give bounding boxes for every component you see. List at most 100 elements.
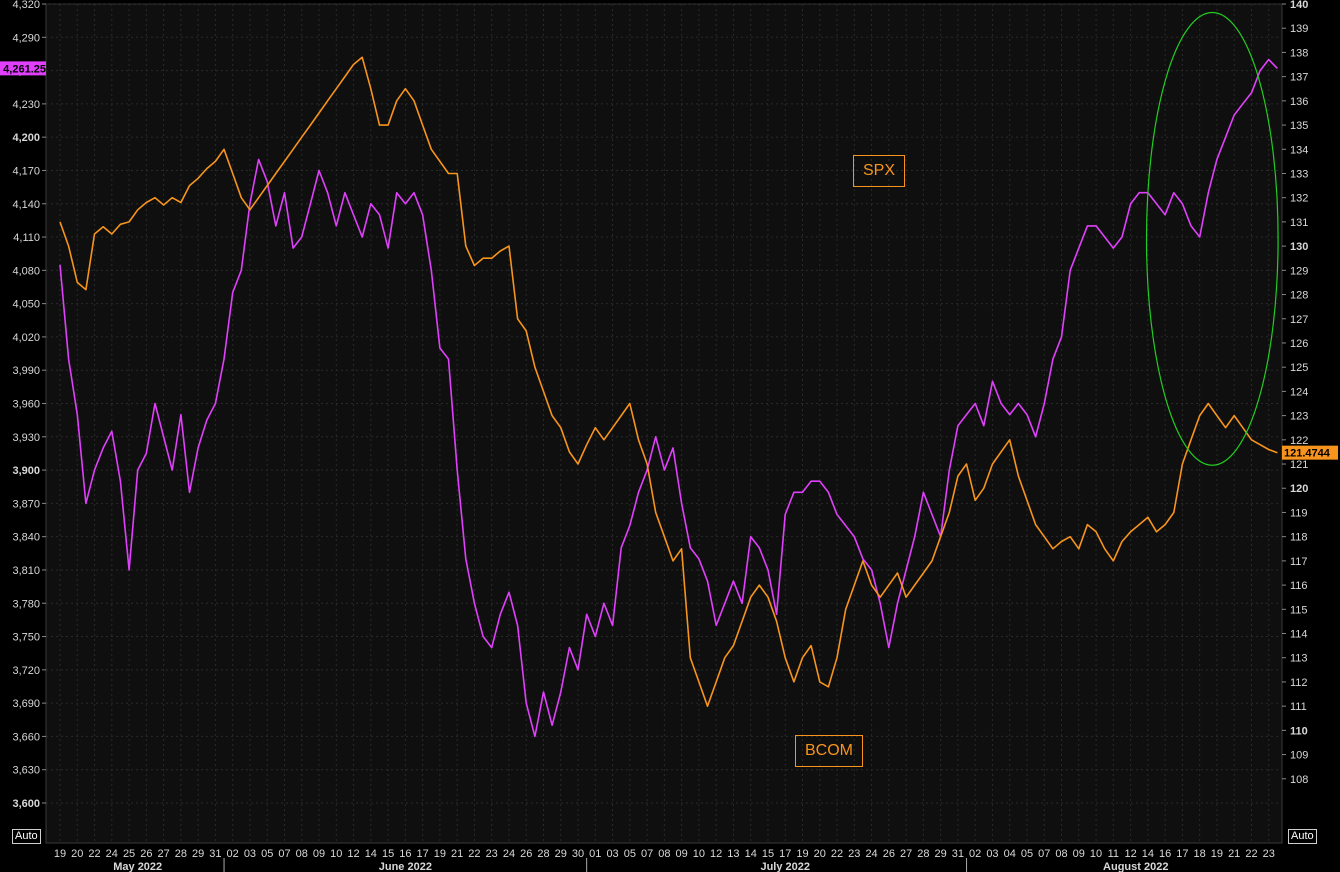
x-axis-day-label: 07: [1038, 848, 1050, 860]
x-axis-day-label: 14: [745, 848, 757, 860]
x-axis-day-label: 08: [658, 848, 670, 860]
x-axis-day-label: 29: [555, 848, 567, 860]
bcom-last-value-label: 121.4744: [1284, 448, 1331, 460]
x-axis-day-label: 23: [486, 848, 498, 860]
x-axis-month-label: June 2022: [379, 861, 432, 872]
highlight-ellipse: [1145, 11, 1279, 466]
right-axis-tick-label: 125: [1290, 362, 1308, 374]
x-axis-day-label: 19: [796, 848, 808, 860]
x-axis-day-label: 17: [1176, 848, 1188, 860]
right-axis-tick-label: 131: [1290, 217, 1308, 229]
x-axis-day-label: 23: [848, 848, 860, 860]
left-axis-tick-label: 3,690: [12, 698, 40, 710]
right-axis-tick-label: 134: [1290, 144, 1308, 156]
x-axis-day-label: 22: [468, 848, 480, 860]
right-axis-tick-label: 124: [1290, 386, 1308, 398]
left-axis-tick-label: 4,140: [12, 199, 40, 211]
spx-last-value-label: 4,261.25: [3, 63, 46, 75]
spx-callout: SPX: [853, 155, 906, 187]
x-axis-day-label: 26: [140, 848, 152, 860]
right-axis-tick-label: 121: [1290, 459, 1308, 471]
x-axis-day-label: 12: [347, 848, 359, 860]
x-axis-day-label: 27: [900, 848, 912, 860]
right-axis-tick-label: 135: [1290, 120, 1308, 132]
x-axis-day-label: 18: [1194, 848, 1206, 860]
x-axis-day-label: 24: [865, 848, 877, 860]
left-axis-tick-label: 3,600: [12, 798, 40, 810]
right-axis-tick-label: 114: [1290, 629, 1308, 641]
x-axis-day-label: 03: [244, 848, 256, 860]
right-axis-tick-label: 126: [1290, 338, 1308, 350]
left-axis-tick-label: 4,020: [12, 332, 40, 344]
right-axis-auto-button[interactable]: Auto: [1288, 829, 1317, 844]
x-axis-day-label: 14: [365, 848, 377, 860]
left-axis-tick-label: 4,320: [12, 0, 40, 11]
x-axis-day-label: 19: [434, 848, 446, 860]
x-axis-day-label: 14: [1142, 848, 1154, 860]
right-axis-tick-label: 112: [1290, 677, 1308, 689]
x-axis-day-label: 20: [814, 848, 826, 860]
left-axis-tick-label: 4,170: [12, 165, 40, 177]
right-axis-tick-label: 123: [1290, 411, 1308, 423]
right-axis-tick-label: 140: [1290, 0, 1308, 11]
left-axis-tick-label: 3,780: [12, 598, 40, 610]
x-axis-day-label: 29: [935, 848, 947, 860]
x-axis-day-label: 12: [1124, 848, 1136, 860]
left-axis-tick-label: 3,840: [12, 532, 40, 544]
x-axis-day-label: 03: [606, 848, 618, 860]
x-axis-day-label: 20: [71, 848, 83, 860]
left-axis-tick-label: 3,900: [12, 465, 40, 477]
x-axis-day-label: 02: [227, 848, 239, 860]
x-axis-day-label: 17: [416, 848, 428, 860]
x-axis-day-label: 09: [313, 848, 325, 860]
right-axis-tick-label: 118: [1290, 532, 1308, 544]
x-axis-day-label: 26: [520, 848, 532, 860]
x-axis-month-label: May 2022: [113, 861, 162, 872]
x-axis-day-label: 27: [157, 848, 169, 860]
left-axis-tick-label: 3,930: [12, 432, 40, 444]
x-axis-day-label: 24: [106, 848, 118, 860]
left-axis-tick-label: 4,080: [12, 265, 40, 277]
right-axis-tick-label: 119: [1290, 507, 1308, 519]
right-axis-tick-label: 120: [1290, 483, 1308, 495]
x-axis-day-label: 11: [1108, 848, 1119, 860]
x-axis-day-label: 21: [451, 848, 463, 860]
x-axis-day-label: 29: [192, 848, 204, 860]
left-axis-tick-label: 4,230: [12, 99, 40, 111]
x-axis-day-label: 16: [399, 848, 411, 860]
right-axis-tick-label: 136: [1290, 96, 1308, 108]
right-axis-tick-label: 138: [1290, 47, 1308, 59]
left-axis-tick-label: 3,870: [12, 498, 40, 510]
x-axis-day-label: 10: [1090, 848, 1102, 860]
x-axis-day-label: 02: [969, 848, 981, 860]
left-axis-tick-label: 4,110: [13, 232, 40, 244]
x-axis-day-label: 23: [1263, 848, 1275, 860]
left-axis-auto-button[interactable]: Auto: [12, 829, 41, 844]
x-axis-day-label: 17: [779, 848, 791, 860]
right-axis-tick-label: 130: [1290, 241, 1308, 253]
x-axis-day-label: 19: [54, 848, 66, 860]
x-axis-day-label: 26: [883, 848, 895, 860]
right-axis-tick-label: 128: [1290, 290, 1308, 302]
right-axis-tick-label: 111: [1290, 701, 1307, 713]
x-axis-day-label: 31: [952, 848, 964, 860]
x-axis-day-label: 12: [710, 848, 722, 860]
right-axis-tick-label: 127: [1290, 314, 1308, 326]
x-axis-day-label: 07: [641, 848, 653, 860]
left-axis-tick-label: 3,990: [12, 365, 40, 377]
left-axis-tick-label: 3,660: [12, 731, 40, 743]
left-axis-tick-label: 3,630: [12, 765, 40, 777]
x-axis-day-label: 05: [624, 848, 636, 860]
x-axis-day-label: 10: [330, 848, 342, 860]
right-axis-tick-label: 137: [1290, 72, 1308, 84]
right-axis-tick-label: 116: [1290, 580, 1308, 592]
left-axis-tick-label: 4,050: [12, 299, 40, 311]
right-axis-tick-label: 133: [1290, 168, 1308, 180]
right-axis-tick-label: 132: [1290, 193, 1308, 205]
x-axis-day-label: 31: [209, 848, 221, 860]
x-axis-day-label: 28: [917, 848, 929, 860]
spx-series-line: [59, 58, 1278, 738]
x-axis-day-label: 22: [1245, 848, 1257, 860]
bcom-series-line: [59, 56, 1278, 707]
